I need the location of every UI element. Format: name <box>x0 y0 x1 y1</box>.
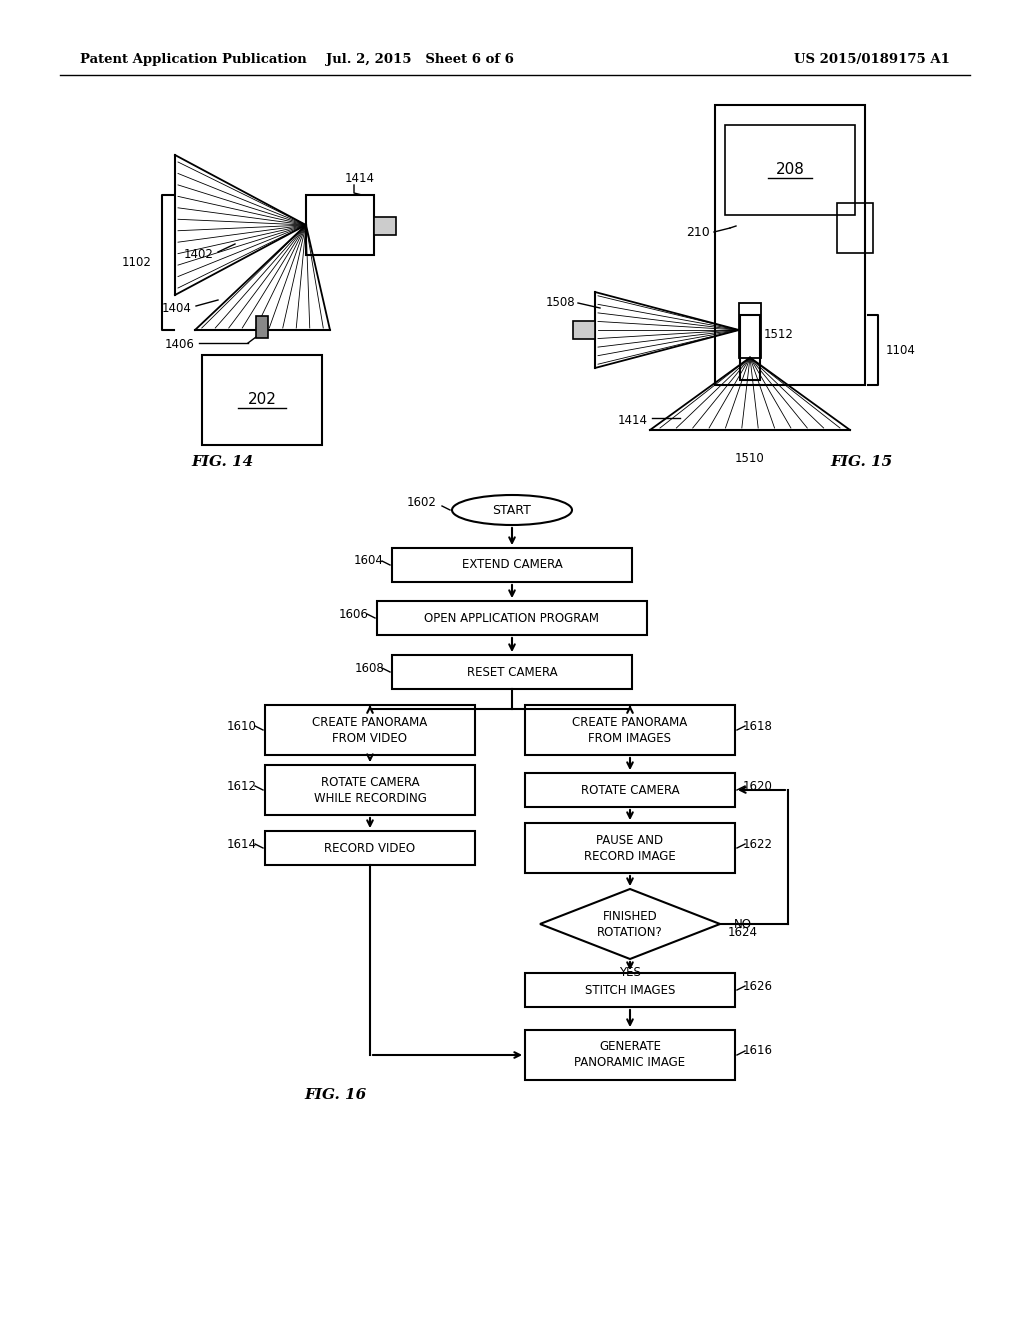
Bar <box>525 822 735 873</box>
Text: 1624: 1624 <box>728 925 758 939</box>
Text: Patent Application Publication: Patent Application Publication <box>80 54 307 66</box>
Text: US 2015/0189175 A1: US 2015/0189175 A1 <box>795 54 950 66</box>
Bar <box>525 705 735 755</box>
Bar <box>525 973 735 1007</box>
Text: 1604: 1604 <box>354 554 384 568</box>
Bar <box>306 195 374 255</box>
Text: FINISHED
ROTATION?: FINISHED ROTATION? <box>597 909 663 939</box>
Text: 1414: 1414 <box>618 413 648 426</box>
Bar <box>740 315 760 380</box>
Bar <box>739 302 761 358</box>
Text: 1606: 1606 <box>339 607 369 620</box>
Text: CREATE PANORAMA
FROM VIDEO: CREATE PANORAMA FROM VIDEO <box>312 715 428 744</box>
Text: PAUSE AND
RECORD IMAGE: PAUSE AND RECORD IMAGE <box>584 833 676 862</box>
Bar <box>837 203 873 253</box>
Bar <box>377 601 647 635</box>
Text: 1404: 1404 <box>162 301 193 314</box>
Bar <box>725 125 855 215</box>
Bar <box>256 315 268 338</box>
Text: RESET CAMERA: RESET CAMERA <box>467 665 557 678</box>
Text: 1602: 1602 <box>408 495 437 508</box>
Bar <box>392 548 632 582</box>
Bar <box>374 216 396 235</box>
Text: OPEN APPLICATION PROGRAM: OPEN APPLICATION PROGRAM <box>425 611 599 624</box>
Text: 1614: 1614 <box>227 837 257 850</box>
Text: 1414: 1414 <box>345 173 375 186</box>
Text: 1622: 1622 <box>743 837 773 850</box>
Text: 210: 210 <box>686 226 710 239</box>
Bar <box>265 832 475 865</box>
Text: 1626: 1626 <box>743 979 773 993</box>
Text: 202: 202 <box>248 392 276 408</box>
Text: 1610: 1610 <box>227 719 257 733</box>
Text: 1406: 1406 <box>165 338 195 351</box>
Text: ROTATE CAMERA: ROTATE CAMERA <box>581 784 679 796</box>
Bar <box>525 774 735 807</box>
Text: GENERATE
PANORAMIC IMAGE: GENERATE PANORAMIC IMAGE <box>574 1040 685 1069</box>
Text: FIG. 16: FIG. 16 <box>304 1088 367 1102</box>
Text: 208: 208 <box>775 162 805 177</box>
Text: 1104: 1104 <box>886 343 915 356</box>
Text: ROTATE CAMERA
WHILE RECORDING: ROTATE CAMERA WHILE RECORDING <box>313 776 426 804</box>
Text: FIG. 15: FIG. 15 <box>830 455 892 469</box>
Text: 1512: 1512 <box>764 329 794 342</box>
Text: START: START <box>493 503 531 516</box>
Text: 1612: 1612 <box>227 780 257 792</box>
Text: EXTEND CAMERA: EXTEND CAMERA <box>462 558 562 572</box>
Text: 1510: 1510 <box>735 451 765 465</box>
Text: NO: NO <box>734 917 752 931</box>
Text: FIG. 14: FIG. 14 <box>190 455 253 469</box>
Bar <box>715 106 865 385</box>
Text: YES: YES <box>620 966 641 979</box>
Text: 1616: 1616 <box>743 1044 773 1057</box>
Bar <box>202 355 322 445</box>
Text: 1620: 1620 <box>743 780 773 792</box>
Text: 1102: 1102 <box>122 256 152 269</box>
Bar <box>265 705 475 755</box>
Text: 1402: 1402 <box>184 248 214 261</box>
Bar <box>392 655 632 689</box>
Bar <box>573 321 595 339</box>
Text: RECORD VIDEO: RECORD VIDEO <box>325 842 416 854</box>
Text: CREATE PANORAMA
FROM IMAGES: CREATE PANORAMA FROM IMAGES <box>572 715 688 744</box>
Text: Jul. 2, 2015   Sheet 6 of 6: Jul. 2, 2015 Sheet 6 of 6 <box>326 54 514 66</box>
Text: 1618: 1618 <box>743 719 773 733</box>
Text: 1508: 1508 <box>546 297 575 309</box>
Text: STITCH IMAGES: STITCH IMAGES <box>585 983 675 997</box>
Text: 1608: 1608 <box>354 661 384 675</box>
Bar <box>265 766 475 814</box>
Bar <box>525 1030 735 1080</box>
